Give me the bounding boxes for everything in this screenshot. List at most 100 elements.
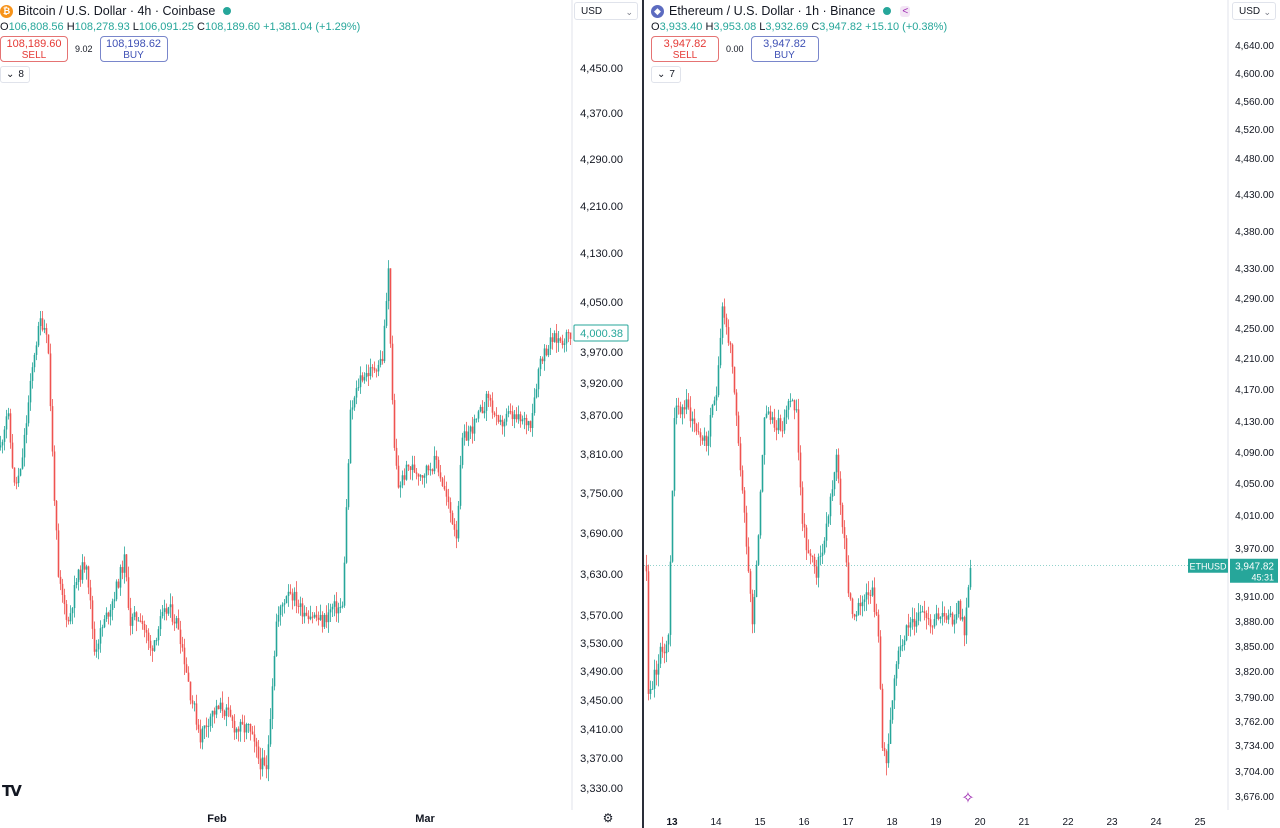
candle <box>165 603 168 621</box>
candle <box>397 455 400 489</box>
candle <box>921 605 924 613</box>
candle <box>905 624 908 642</box>
y-tick-label: 4,520.00 <box>1235 125 1274 136</box>
btc-currency-select[interactable]: USD ⌄ <box>574 2 638 20</box>
y-tick-label: 3,820.00 <box>1235 667 1274 678</box>
candle <box>699 428 702 446</box>
candle <box>345 499 348 564</box>
candle <box>935 604 938 626</box>
btc-indicators-toggle[interactable]: ⌄ 8 <box>0 66 30 83</box>
eth-buy-button[interactable]: 3,947.82 BUY <box>750 36 819 62</box>
candle <box>231 714 234 729</box>
candle <box>243 715 246 743</box>
y-tick-label: 3,704.00 <box>1235 767 1274 778</box>
btc-chart-pane[interactable]: 4,450.00 4,370.00 4,290.00 4,210.00 4,130.00… <box>0 0 642 828</box>
share-icon[interactable]: < <box>900 5 911 17</box>
candle <box>893 674 896 710</box>
candle <box>797 398 800 461</box>
eth-candlestick-chart[interactable]: 4,640.00 4,600.00 4,560.00 4,520.00 4,480.00… <box>644 0 1280 828</box>
candle <box>743 487 746 523</box>
btc-symbol-title[interactable]: Bitcoin / U.S. Dollar · 4h · Coinbase <box>18 4 216 18</box>
btc-sell-button[interactable]: 108,189.60 SELL <box>0 36 68 62</box>
sparkle-assistant-icon[interactable]: ✧ <box>961 790 975 807</box>
candle <box>765 405 768 419</box>
candle <box>7 407 10 420</box>
candle <box>381 351 384 365</box>
candle <box>823 537 826 555</box>
eth-symbol-title[interactable]: Ethereum / U.S. Dollar · 1h · Binance <box>669 4 876 18</box>
candle <box>447 488 450 509</box>
candle <box>35 341 38 361</box>
candle <box>465 421 468 441</box>
candle <box>153 640 156 652</box>
y-tick-label: 3,570.00 <box>580 610 623 622</box>
candle <box>869 589 872 604</box>
eth-symbol-tag: ETHUSD <box>1188 558 1228 573</box>
candle <box>207 718 210 738</box>
candle <box>237 726 240 742</box>
candle <box>649 680 652 700</box>
candle <box>531 403 534 437</box>
candle <box>561 334 564 349</box>
candle <box>177 609 180 630</box>
btc-buy-button[interactable]: 108,198.62 BUY <box>99 36 168 62</box>
x-tick-label: 24 <box>1150 817 1162 828</box>
candle <box>403 468 406 486</box>
candle <box>359 366 362 394</box>
candle <box>849 592 852 601</box>
candle <box>801 481 804 532</box>
candle <box>63 588 66 615</box>
candle <box>211 710 214 728</box>
eth-indicators-toggle[interactable]: ⌄ 7 <box>651 66 681 83</box>
candle <box>809 549 812 565</box>
tradingview-logo-icon[interactable]: TV <box>2 782 22 800</box>
candle <box>689 396 692 428</box>
candle <box>683 400 686 419</box>
candle <box>247 723 250 733</box>
candle <box>135 611 138 632</box>
btc-candlestick-chart[interactable]: 4,450.00 4,370.00 4,290.00 4,210.00 4,130.00… <box>0 0 642 828</box>
candle <box>269 708 272 747</box>
candle <box>127 566 130 611</box>
x-tick-label: 18 <box>886 817 898 828</box>
candle <box>419 474 422 481</box>
y-tick-label: 3,690.00 <box>580 528 623 540</box>
candle <box>895 661 898 686</box>
candle <box>753 589 756 633</box>
x-tick-label: 21 <box>1018 817 1030 828</box>
candle <box>693 408 696 433</box>
candle <box>475 418 478 423</box>
x-tick-label: 23 <box>1106 817 1118 828</box>
y-tick-label: 3,850.00 <box>1235 642 1274 653</box>
candle <box>675 398 678 425</box>
candle <box>815 559 818 585</box>
candle <box>553 330 556 343</box>
candle <box>523 411 526 430</box>
candle <box>781 421 784 438</box>
candle <box>101 624 104 637</box>
candle <box>839 471 842 515</box>
candle <box>837 448 840 484</box>
candle <box>771 411 774 424</box>
candle <box>329 603 332 623</box>
eth-chart-pane[interactable]: 4,640.00 4,600.00 4,560.00 4,520.00 4,480.00… <box>644 0 1280 828</box>
candle <box>3 426 6 451</box>
candle <box>541 356 544 365</box>
gear-icon[interactable]: ⚙ <box>602 811 614 825</box>
market-open-status-icon <box>223 7 232 15</box>
candle <box>103 615 106 629</box>
candle <box>203 725 206 740</box>
x-tick-label: 20 <box>974 817 986 828</box>
candle <box>917 603 920 626</box>
candle <box>441 477 444 488</box>
pane-divider[interactable] <box>642 0 644 828</box>
eth-sell-button[interactable]: 3,947.82 SELL <box>651 36 719 62</box>
candle <box>293 587 296 607</box>
eth-currency-select[interactable]: USD ⌄ <box>1232 2 1276 20</box>
candle <box>95 639 98 658</box>
candle <box>299 596 302 616</box>
x-tick-label: 22 <box>1062 817 1074 828</box>
candle <box>661 636 664 658</box>
candle <box>99 620 102 653</box>
candle <box>281 602 284 617</box>
